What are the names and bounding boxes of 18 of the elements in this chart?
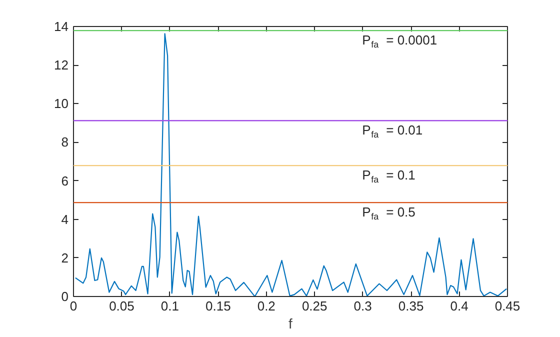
y-tick-label: 10: [54, 96, 69, 112]
y-tick-label: 8: [61, 134, 69, 150]
y-tick-label: 2: [61, 250, 69, 266]
x-tick-label: 0.2: [257, 298, 276, 314]
y-tick-label: 14: [54, 19, 69, 34]
y-tick-label: 6: [61, 173, 69, 188]
y-tick-label: 12: [54, 58, 69, 73]
x-tick-label: 0.3: [354, 298, 372, 314]
x-tick-label: 0.45: [494, 298, 520, 314]
x-axis-title: f: [288, 316, 293, 332]
x-tick-label: 0.05: [109, 298, 134, 314]
x-tick-label: 0.25: [302, 298, 328, 314]
x-tick-label: 0.15: [206, 298, 231, 314]
y-tick-label: 4: [61, 212, 69, 227]
x-tick-label: 0.4: [450, 298, 468, 314]
y-tick-label: 0: [61, 289, 69, 304]
x-tick-label: 0.35: [398, 298, 424, 314]
x-tick-label: 0.1: [160, 298, 179, 314]
